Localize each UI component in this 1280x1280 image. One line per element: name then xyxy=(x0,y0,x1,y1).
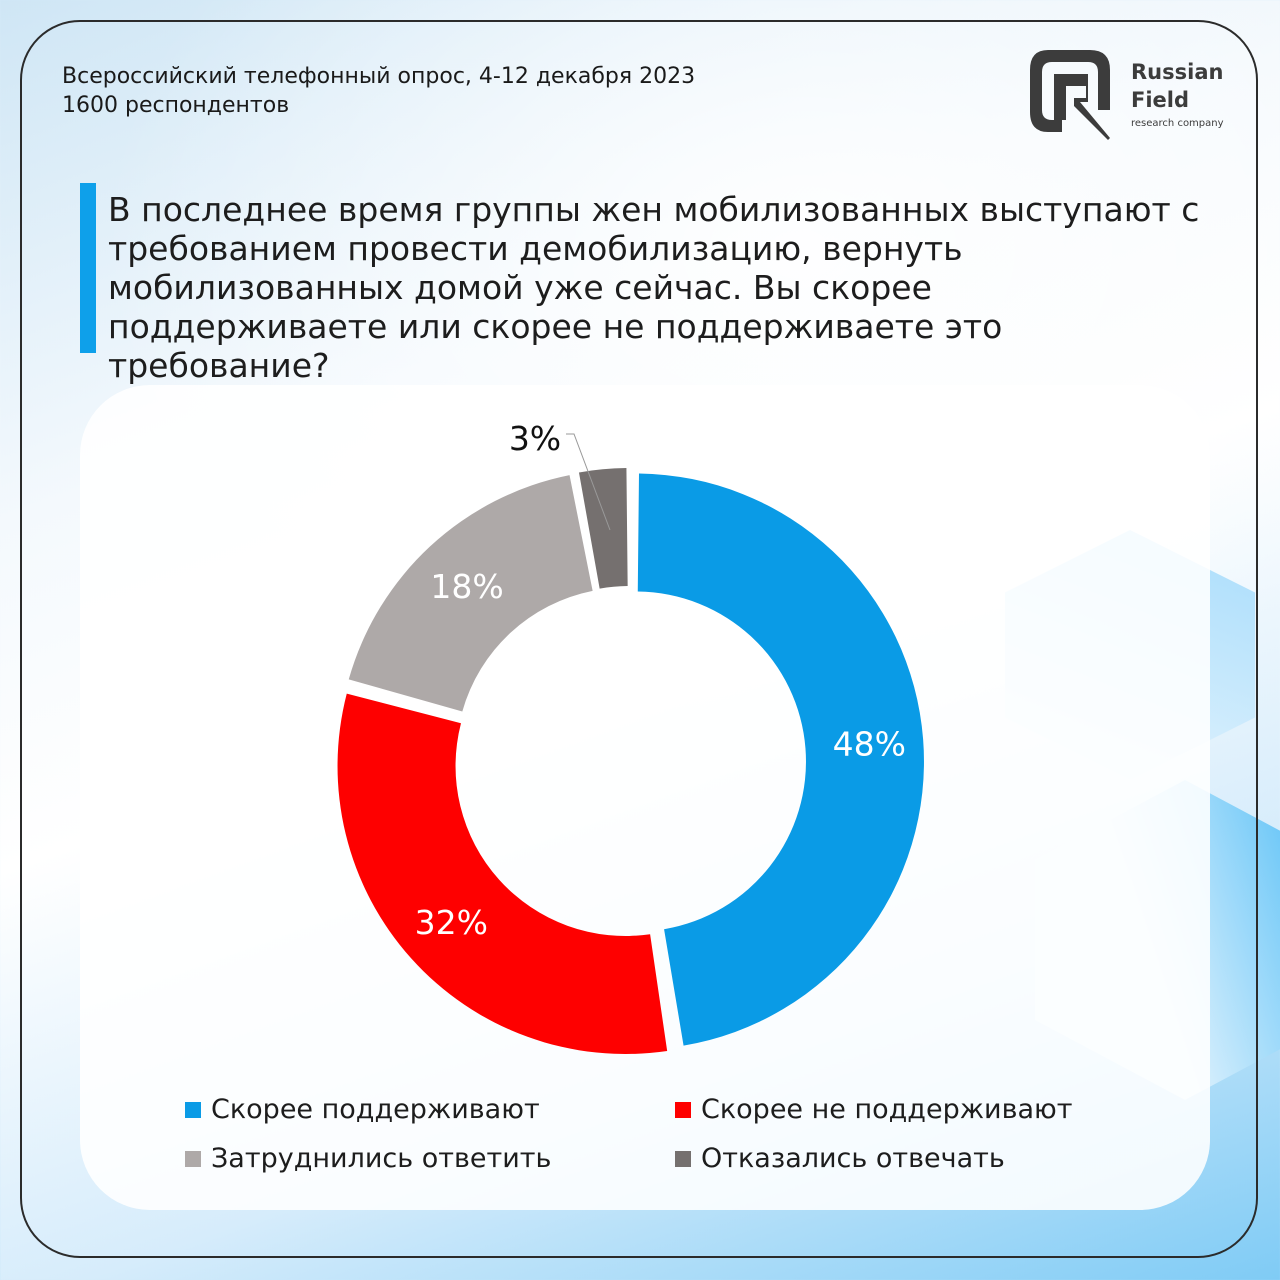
logo-tagline: research company xyxy=(1131,118,1224,129)
respondent-count: 1600 респондентов xyxy=(62,93,290,118)
legend-swatch xyxy=(675,1101,691,1118)
legend-item: Скорее не поддерживают xyxy=(675,1094,1073,1125)
legend-swatch xyxy=(675,1150,691,1167)
data-label: 48% xyxy=(833,724,906,763)
legend-item: Отказались отвечать xyxy=(675,1143,1005,1174)
logo-name: Field xyxy=(1131,88,1190,112)
frame-border xyxy=(20,20,1258,1258)
data-label: 32% xyxy=(415,903,488,942)
legend-swatch xyxy=(185,1101,201,1118)
donut-slice-2 xyxy=(337,693,668,1055)
survey-info: Всероссийский телефонный опрос, 4-12 дек… xyxy=(62,62,695,120)
logo-text: Russian Field research company xyxy=(1131,58,1224,129)
legend-label: Скорее не поддерживают xyxy=(701,1094,1073,1125)
question-text: В последнее время группы жен мобилизован… xyxy=(108,190,1200,385)
donut-slice-4 xyxy=(578,468,628,589)
question-accent-bar xyxy=(80,183,96,353)
legend-label: Отказались отвечать xyxy=(701,1143,1005,1174)
logo-name: Russian xyxy=(1131,60,1224,84)
label-leader-line xyxy=(566,433,611,531)
legend-swatch xyxy=(185,1150,201,1167)
donut-slice-3 xyxy=(348,475,593,712)
legend-item: Скорее поддерживают xyxy=(185,1094,540,1125)
data-label: 3% xyxy=(509,419,561,458)
survey-method: Всероссийский телефонный опрос, 4-12 дек… xyxy=(62,64,696,89)
legend-item: Затруднились ответить xyxy=(185,1143,551,1174)
legend-label: Затруднились ответить xyxy=(211,1143,552,1174)
russian-field-logo-icon xyxy=(1030,50,1110,140)
donut-slice-1 xyxy=(637,473,924,1046)
data-label: 18% xyxy=(430,567,503,606)
legend-label: Скорее поддерживают xyxy=(211,1094,540,1125)
